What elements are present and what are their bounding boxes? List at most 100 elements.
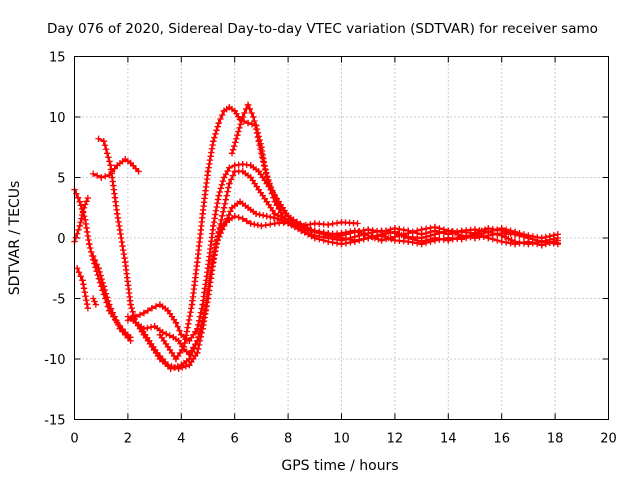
data-point (202, 306, 210, 314)
x-tick-label: 4 (177, 432, 185, 447)
data-point (267, 221, 274, 228)
data-point (119, 242, 126, 250)
data-point (212, 247, 219, 255)
data-point (360, 235, 367, 243)
data-point (215, 228, 222, 236)
series-track-4 (89, 156, 142, 181)
data-point (129, 308, 136, 316)
data-point (259, 154, 266, 161)
data-point (210, 255, 218, 262)
data-point (74, 194, 82, 201)
data-point (511, 231, 519, 238)
data-point (239, 113, 246, 121)
data-point (451, 229, 459, 237)
data-point (208, 149, 215, 156)
data-point (324, 221, 332, 228)
data-point (267, 213, 274, 221)
data-point (422, 237, 430, 244)
x-tick-label: 18 (547, 432, 564, 447)
data-point (259, 212, 267, 219)
data-point (184, 324, 191, 331)
data-point (116, 222, 123, 230)
data-point (338, 240, 345, 248)
data-point (194, 349, 201, 357)
data-point (85, 240, 93, 248)
data-point (230, 142, 238, 150)
data-point (135, 168, 142, 175)
data-point (79, 211, 86, 219)
data-point (200, 317, 208, 325)
data-point (252, 210, 260, 217)
data-point (197, 333, 205, 341)
data-point (290, 216, 297, 224)
data-point (222, 219, 229, 226)
data-point (217, 185, 225, 192)
data-point (96, 268, 103, 276)
data-point (181, 339, 188, 347)
data-point (324, 238, 332, 245)
data-point (413, 237, 421, 244)
data-point (251, 121, 259, 129)
data-point (101, 142, 109, 149)
data-point (329, 233, 336, 240)
data-point (212, 207, 220, 214)
data-point (144, 324, 151, 332)
data-point (505, 235, 512, 242)
data-point (162, 330, 170, 338)
data-point (127, 337, 134, 345)
data-point (83, 228, 91, 236)
data-point (101, 286, 109, 294)
data-point (214, 232, 222, 239)
data-point (498, 238, 505, 245)
x-tick-label: 12 (387, 432, 404, 447)
data-point (418, 226, 425, 233)
data-point (118, 238, 126, 246)
data-point (501, 233, 509, 241)
data-point (255, 138, 262, 145)
data-point (405, 234, 412, 242)
data-point (455, 231, 462, 238)
axis-ticks (74, 56, 609, 420)
data-point (507, 240, 514, 247)
data-point (241, 109, 248, 117)
data-point (226, 164, 233, 172)
data-point (266, 180, 273, 187)
data-point (207, 153, 214, 160)
data-point (235, 128, 242, 135)
data-point (409, 228, 416, 236)
data-point (97, 272, 104, 279)
data-point (538, 242, 545, 249)
data-point (118, 234, 125, 242)
data-point (225, 211, 233, 219)
data-point (224, 167, 231, 175)
data-point (238, 117, 245, 124)
data-point (147, 323, 155, 331)
data-point (431, 223, 439, 231)
data-point (269, 187, 276, 195)
data-point (246, 105, 254, 113)
data-point (342, 235, 350, 243)
data-point (361, 231, 369, 238)
data-point (516, 232, 523, 239)
data-point (271, 191, 278, 198)
data-point (396, 225, 403, 233)
data-point (81, 201, 89, 208)
data-point (409, 236, 416, 243)
data-point (128, 304, 135, 312)
data-point (511, 240, 519, 248)
data-point (212, 243, 220, 251)
data-point (264, 173, 271, 180)
data-point (231, 213, 238, 220)
data-point (304, 224, 311, 232)
data-point (174, 323, 181, 330)
data-point (398, 231, 405, 239)
data-point (95, 135, 102, 142)
data-point (427, 236, 434, 243)
series-track-12 (89, 295, 100, 308)
data-point (76, 222, 84, 230)
data-point (227, 176, 235, 183)
data-point (93, 172, 101, 179)
data-point (229, 146, 237, 153)
data-point (148, 304, 156, 312)
data-point (401, 233, 409, 240)
